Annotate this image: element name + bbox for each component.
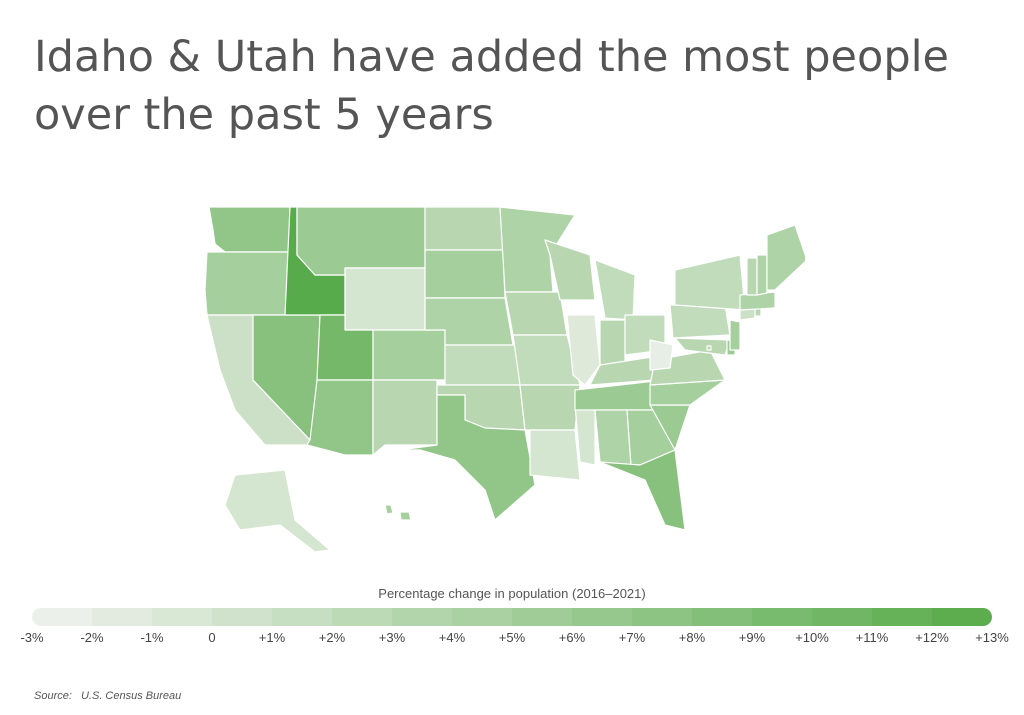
state-ia <box>504 291 568 336</box>
us-map <box>195 200 805 580</box>
legend-labels: -3% -2% -1% 0 +1% +2% +3% +4% +5% +6% +7% +8% +9% +10… <box>20 630 1008 650</box>
legend-swatch <box>752 608 812 626</box>
legend-tick-label: 0 <box>208 630 216 645</box>
legend-swatch <box>692 608 752 626</box>
source-label: Source: <box>34 690 72 702</box>
state-mn <box>499 206 576 293</box>
legend-tick-label: +1% <box>258 630 286 645</box>
source-value: U.S. Census Bureau <box>80 690 182 702</box>
legend-tick-label: +6% <box>558 630 586 645</box>
page-title: Idaho & Utah have added the most people … <box>34 32 950 140</box>
legend-swatch <box>812 608 872 626</box>
legend-swatch <box>632 608 692 626</box>
state-nd <box>424 206 504 251</box>
state-in <box>599 319 626 366</box>
legend-tick-label: +8% <box>678 630 706 645</box>
state-fl <box>599 449 686 531</box>
legend-swatch <box>392 608 452 626</box>
state-co <box>372 329 446 381</box>
legend-tick-label: +2% <box>318 630 346 645</box>
legend-swatch <box>32 608 92 626</box>
us-map-svg <box>204 206 805 553</box>
state-nh <box>756 254 768 296</box>
state-mi <box>594 259 636 321</box>
source-note: Source: U.S. Census Bureau <box>34 690 181 702</box>
legend-tick-label: +12% <box>915 630 949 645</box>
legend-tick-label: -3% <box>20 630 44 645</box>
legend-tick-label: +11% <box>855 630 889 645</box>
legend-swatch <box>332 608 392 626</box>
legend-swatch <box>872 608 932 626</box>
state-nj <box>729 319 741 351</box>
state-al <box>594 409 632 466</box>
legend-swatch <box>932 608 992 626</box>
state-sd <box>424 249 506 299</box>
legend-color-scale <box>32 608 992 626</box>
legend-tick-label: -1% <box>140 630 164 645</box>
legend-tick-label: +4% <box>438 630 466 645</box>
legend-tick-label: +5% <box>498 630 526 645</box>
state-or <box>204 251 291 316</box>
legend-title: Percentage change in population (2016–20… <box>378 586 646 601</box>
state-la <box>529 429 581 481</box>
state-ar <box>519 384 581 431</box>
legend-tick-label: +3% <box>378 630 406 645</box>
legend-tick-label: +13% <box>975 630 1009 645</box>
state-wy <box>344 267 426 331</box>
state-wv <box>649 339 674 371</box>
state-ny <box>674 254 746 311</box>
state-az <box>306 379 374 456</box>
state-me <box>766 224 805 291</box>
legend-tick-label: -2% <box>80 630 104 645</box>
state-nm <box>372 379 438 456</box>
state-md <box>674 337 731 356</box>
state-ak <box>224 469 331 553</box>
state-ks <box>444 344 521 386</box>
legend-swatch <box>152 608 212 626</box>
state-hi <box>384 504 412 521</box>
legend-tick-label: +9% <box>738 630 766 645</box>
legend-tick-label: +10% <box>795 630 829 645</box>
legend-swatch <box>572 608 632 626</box>
legend-swatch <box>452 608 512 626</box>
state-mt <box>296 206 426 276</box>
legend-swatch <box>92 608 152 626</box>
legend-swatch <box>512 608 572 626</box>
legend-tick-label: +7% <box>618 630 646 645</box>
state-wa <box>208 206 291 253</box>
state-wi <box>544 239 596 301</box>
state-vt <box>746 257 758 296</box>
state-pa <box>669 304 731 339</box>
legend-swatch <box>212 608 272 626</box>
state-il <box>566 314 601 386</box>
state-tx <box>399 394 536 521</box>
state-dc <box>706 345 712 351</box>
legend-swatch <box>272 608 332 626</box>
